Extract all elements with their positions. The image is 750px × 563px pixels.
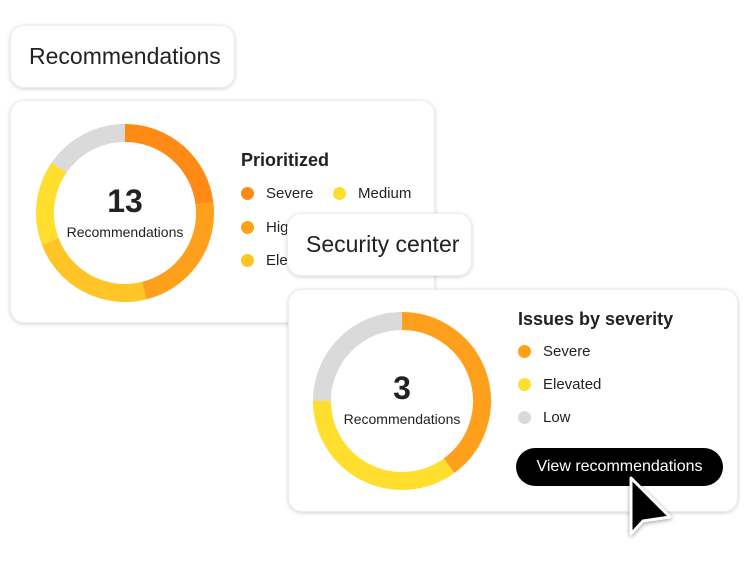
legend-item-severe: Severe <box>518 343 591 360</box>
recommendations-title-card: Recommendations <box>10 25 235 88</box>
elevated-dot-icon <box>241 254 254 267</box>
donut-segment-elevated <box>41 237 147 302</box>
mouse-cursor-icon <box>629 476 672 536</box>
medium-dot-icon <box>333 187 346 200</box>
legend-item-low: Low <box>518 409 571 426</box>
legend-item-severe: Severe <box>241 185 314 202</box>
donut-segment-low <box>313 312 403 402</box>
elevated-dot-icon <box>518 378 531 391</box>
security-card: 3 Recommendations Issues by severity Sev… <box>288 289 738 512</box>
recommendations-card: 13 Recommendations Prioritized Severe Me… <box>10 100 435 323</box>
security-count: 3 <box>393 370 411 406</box>
recommendations-count-label: Recommendations <box>66 224 184 240</box>
legend-item-high: Hig <box>241 219 289 236</box>
recommendations-count: 13 <box>107 183 143 219</box>
donut-segment-severe <box>124 124 214 205</box>
donut-center: 3 Recommendations <box>313 370 491 427</box>
donut-segment-high <box>141 202 214 300</box>
severe-dot-icon <box>241 187 254 200</box>
security-center-title: Security center <box>306 231 460 257</box>
donut-segment-low <box>51 124 126 173</box>
legend-item-medium: Medium <box>333 185 411 202</box>
donut-center: 13 Recommendations <box>36 183 214 240</box>
security-count-label: Recommendations <box>343 411 461 427</box>
donut-segment-severe <box>401 312 491 473</box>
legend-title: Issues by severity <box>518 309 674 329</box>
recommendations-title: Recommendations <box>29 43 221 69</box>
security-center-title-card: Security center <box>287 213 472 276</box>
security-donut-chart <box>313 312 491 490</box>
view-recommendations-button[interactable]: View recommendations <box>516 448 723 486</box>
low-dot-icon <box>518 411 531 424</box>
recommendations-donut-chart <box>36 124 214 302</box>
severe-dot-icon <box>518 345 531 358</box>
donut-segment-elevated <box>313 400 455 490</box>
legend-item-elevated: Elevated <box>518 376 601 393</box>
high-dot-icon <box>241 221 254 234</box>
legend-title: Prioritized <box>241 150 330 170</box>
donut-segment-medium <box>36 162 67 245</box>
